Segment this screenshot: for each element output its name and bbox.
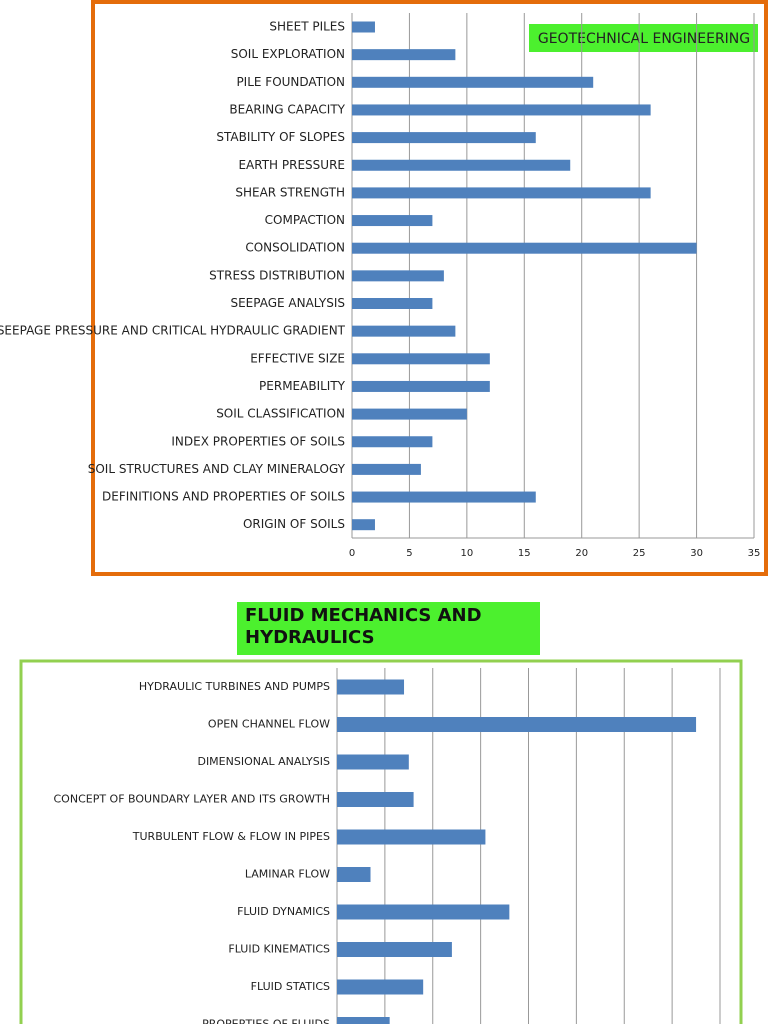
x-tick-label: 20 (575, 548, 588, 559)
y-tick-label: SHEAR STRENGTH (235, 185, 345, 199)
x-tick-label: 30 (690, 548, 703, 559)
y-tick-label: SOIL EXPLORATION (231, 47, 345, 61)
y-tick-label: SOIL CLASSIFICATION (216, 407, 345, 421)
x-tick-label: 10 (460, 548, 473, 559)
bar (352, 353, 490, 365)
y-tick-label: PROPERTIES OF FLUIDS (202, 1018, 330, 1024)
y-tick-label: STABILITY OF SLOPES (216, 130, 345, 144)
y-tick-label: DEFINITIONS AND PROPERTIES OF SOILS (102, 490, 345, 504)
bar (352, 49, 456, 61)
bar (352, 519, 375, 531)
title-box (529, 24, 758, 52)
bar (337, 829, 486, 845)
y-tick-label: CONSOLIDATION (245, 241, 345, 255)
bar (337, 754, 409, 770)
bar (352, 463, 421, 475)
bar (352, 132, 536, 144)
y-tick-label: STRESS DISTRIBUTION (209, 268, 345, 282)
y-tick-label: OPEN CHANNEL FLOW (208, 718, 330, 731)
y-tick-label: LAMINAR FLOW (245, 868, 330, 881)
x-tick-label: 25 (633, 548, 646, 559)
chart-title: FLUID MECHANICS AND HYDRAULICS (237, 602, 540, 655)
bar (337, 904, 510, 920)
y-tick-label: EFFECTIVE SIZE (250, 351, 345, 365)
bar (352, 76, 594, 88)
bar (352, 298, 433, 309)
bar (352, 408, 467, 420)
y-tick-label: FLUID KINEMATICS (228, 943, 330, 956)
bar (352, 21, 375, 33)
x-tick-label: 0 (349, 548, 355, 559)
y-tick-label: SOIL STRUCTURES AND CLAY MINERALOGY (88, 462, 346, 476)
y-tick-label: TURBULENT FLOW & FLOW IN PIPES (132, 830, 330, 843)
bar (352, 380, 490, 392)
x-tick-label: 5 (406, 548, 412, 559)
bar (337, 867, 371, 882)
bar (337, 1017, 390, 1024)
bar (337, 792, 414, 807)
y-tick-label: DIMENSIONAL ANALYSIS (197, 755, 330, 768)
bar (352, 187, 651, 199)
y-tick-label: INDEX PROPERTIES OF SOILS (171, 434, 345, 448)
bar (352, 270, 444, 282)
bar (352, 436, 433, 448)
y-tick-label: FLUID STATICS (251, 980, 330, 993)
bar (337, 717, 697, 732)
y-tick-label: SEEPAGE ANALYSIS (230, 296, 345, 310)
bar (352, 242, 697, 254)
y-tick-label: CONCEPT OF BOUNDARY LAYER AND ITS GROWTH (54, 793, 331, 806)
bar (337, 942, 452, 957)
bar (352, 491, 536, 503)
x-tick-label: 15 (518, 548, 531, 559)
frame (91, 0, 768, 576)
y-tick-label: FLUID DYNAMICS (237, 905, 330, 918)
y-tick-label: BEARING CAPACITY (229, 102, 345, 116)
frame (19, 659, 743, 1024)
y-tick-label: ORIGIN OF SOILS (243, 517, 345, 531)
bar (337, 679, 405, 695)
bar (337, 979, 424, 995)
y-tick-label: PILE FOUNDATION (236, 75, 345, 89)
chart-title: GEOTECHNICAL ENGINEERING (538, 31, 750, 47)
bar (352, 325, 456, 337)
y-tick-label: SEEPAGE PRESSURE AND CRITICAL HYDRAULIC … (0, 324, 346, 338)
y-tick-label: SHEET PILES (269, 20, 345, 34)
x-tick-label: 35 (748, 548, 761, 559)
bar (352, 215, 433, 227)
bar (352, 159, 571, 171)
bar (352, 104, 651, 116)
y-tick-label: EARTH PRESSURE (238, 158, 345, 172)
y-tick-label: PERMEABILITY (259, 379, 346, 393)
y-tick-label: HYDRAULIC TURBINES AND PUMPS (139, 680, 330, 693)
y-tick-label: COMPACTION (265, 213, 345, 227)
